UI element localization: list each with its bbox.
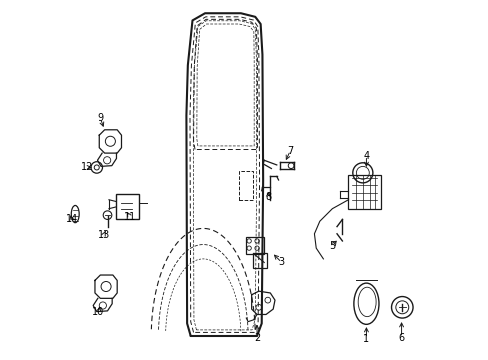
Text: 8: 8 <box>264 192 271 202</box>
Bar <box>116 194 139 219</box>
Text: 4: 4 <box>363 150 369 161</box>
Text: 1: 1 <box>363 333 369 343</box>
Text: 7: 7 <box>286 145 293 156</box>
Text: 14: 14 <box>65 215 78 224</box>
Bar <box>246 237 263 253</box>
Bar <box>252 253 266 268</box>
Text: 11: 11 <box>123 212 136 221</box>
Text: 10: 10 <box>92 307 104 317</box>
Text: 2: 2 <box>253 333 260 343</box>
Bar <box>239 171 253 200</box>
Text: 5: 5 <box>328 241 335 251</box>
Text: 13: 13 <box>98 230 110 239</box>
Text: 3: 3 <box>278 257 285 267</box>
Bar <box>348 175 380 209</box>
Text: 9: 9 <box>97 113 103 123</box>
Text: 6: 6 <box>398 333 404 343</box>
Text: 12: 12 <box>81 162 93 172</box>
